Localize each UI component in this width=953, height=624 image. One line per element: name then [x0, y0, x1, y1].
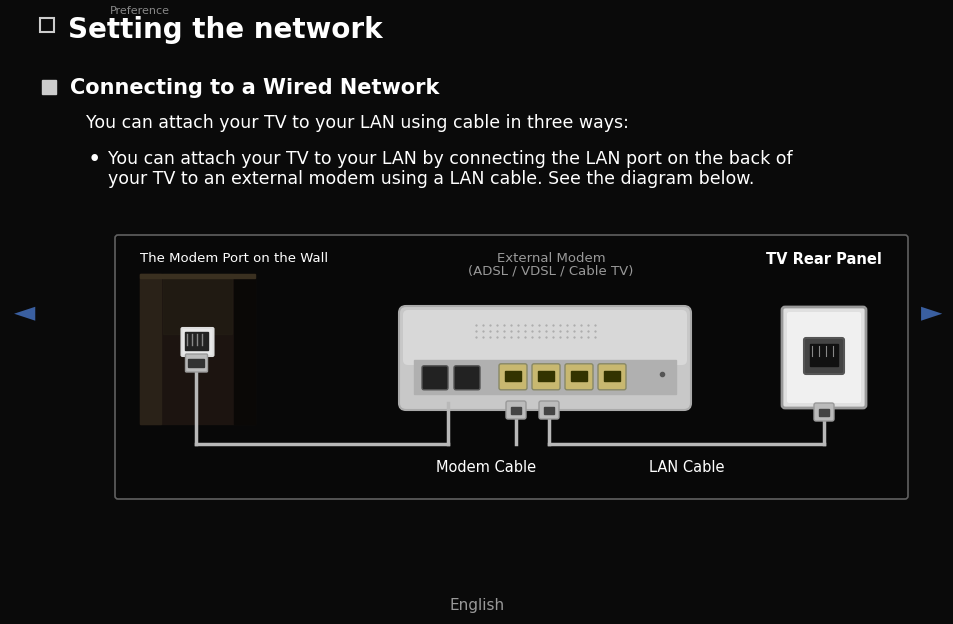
Text: Modem Cable: Modem Cable — [436, 460, 536, 475]
Bar — [234, 274, 254, 424]
FancyBboxPatch shape — [454, 366, 479, 390]
FancyBboxPatch shape — [181, 328, 213, 356]
FancyBboxPatch shape — [786, 312, 861, 403]
Text: Setting the network: Setting the network — [68, 16, 382, 44]
Text: English: English — [449, 598, 504, 613]
FancyBboxPatch shape — [813, 403, 833, 421]
Bar — [543, 407, 554, 414]
Text: your TV to an external modem using a LAN cable. See the diagram below.: your TV to an external modem using a LAN… — [108, 170, 754, 188]
Bar — [189, 359, 204, 367]
FancyBboxPatch shape — [421, 366, 448, 390]
Bar — [40, 18, 54, 32]
Bar — [140, 274, 254, 278]
Text: Connecting to a Wired Network: Connecting to a Wired Network — [70, 78, 439, 98]
FancyBboxPatch shape — [402, 310, 686, 365]
FancyBboxPatch shape — [532, 364, 559, 390]
Text: External Modem: External Modem — [497, 252, 604, 265]
Bar — [571, 371, 586, 381]
FancyBboxPatch shape — [538, 401, 558, 419]
Text: LAN Cable: LAN Cable — [648, 460, 723, 475]
FancyBboxPatch shape — [115, 235, 907, 499]
Text: •: • — [88, 148, 101, 171]
Bar — [537, 371, 554, 381]
Text: (ADSL / VDSL / Cable TV): (ADSL / VDSL / Cable TV) — [468, 265, 633, 278]
Bar — [140, 274, 254, 424]
FancyBboxPatch shape — [505, 401, 525, 419]
FancyBboxPatch shape — [564, 364, 593, 390]
Text: TV Rear Panel: TV Rear Panel — [765, 252, 881, 267]
Text: LAN: LAN — [811, 322, 835, 332]
FancyBboxPatch shape — [498, 364, 526, 390]
Bar — [414, 360, 676, 394]
FancyBboxPatch shape — [398, 306, 690, 410]
Bar — [511, 407, 520, 414]
FancyBboxPatch shape — [185, 354, 208, 372]
Bar — [809, 344, 837, 366]
Bar — [818, 409, 828, 416]
Bar — [163, 274, 232, 334]
Bar — [185, 332, 209, 350]
Bar — [42, 80, 56, 94]
Bar — [504, 371, 520, 381]
Text: ►: ► — [920, 298, 941, 326]
Text: You can attach your TV to your LAN using cable in three ways:: You can attach your TV to your LAN using… — [86, 114, 628, 132]
Text: The Modem Port on the Wall: The Modem Port on the Wall — [140, 252, 328, 265]
FancyBboxPatch shape — [598, 364, 625, 390]
Bar — [140, 274, 160, 424]
Text: ◄: ◄ — [14, 298, 35, 326]
Text: You can attach your TV to your LAN by connecting the LAN port on the back of: You can attach your TV to your LAN by co… — [108, 150, 792, 168]
Bar — [603, 371, 619, 381]
FancyBboxPatch shape — [803, 338, 843, 374]
Text: Preference: Preference — [110, 6, 170, 16]
FancyBboxPatch shape — [781, 307, 865, 408]
